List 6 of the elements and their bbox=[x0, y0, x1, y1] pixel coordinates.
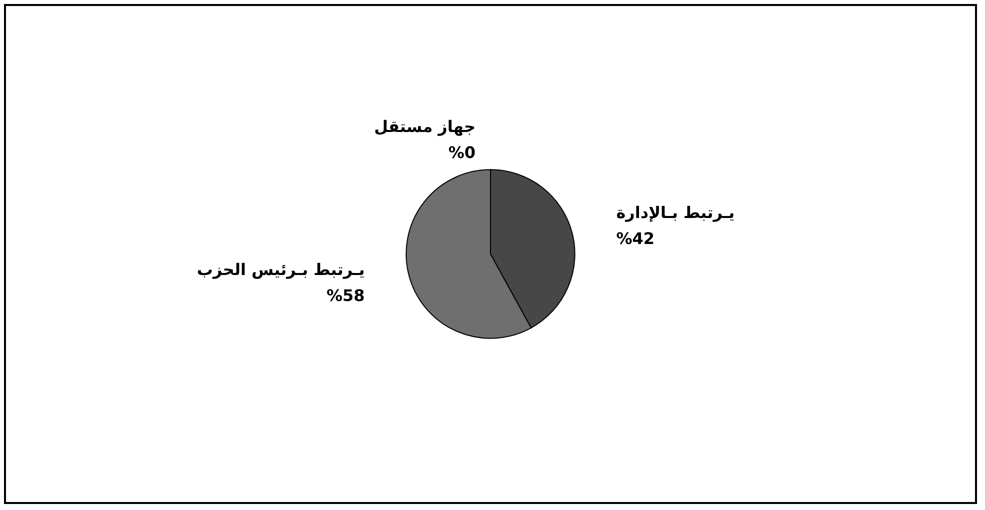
category-label: جهاز مستقل bbox=[374, 117, 476, 136]
data-label: %58 bbox=[326, 286, 365, 305]
slice-label: يـرتبط بـرئيس الحزب bbox=[196, 260, 365, 279]
text: %0 bbox=[448, 143, 476, 162]
slice-label: يـرتبط بـالإدارة bbox=[616, 203, 735, 222]
data-label: %42 bbox=[616, 229, 655, 248]
